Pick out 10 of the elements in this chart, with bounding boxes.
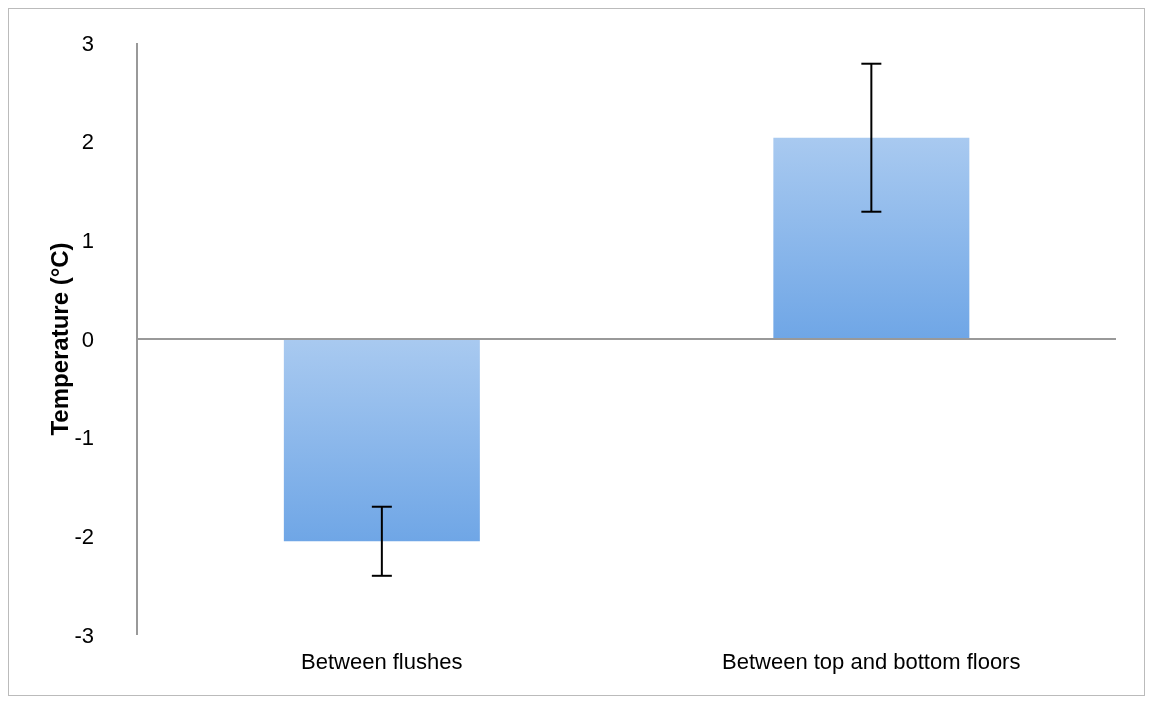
y-tick-label: -2 [74,524,94,550]
y-tick-label: -1 [74,425,94,451]
y-tick-label: 0 [81,326,94,352]
y-tick-label: 2 [81,129,94,155]
x-tick-label: Between top and bottom floors [722,648,1021,674]
y-tick-label: 1 [81,228,94,254]
x-tick-label: Between flushes [301,648,463,674]
y-tick-label: -3 [74,622,94,648]
y-tick-label: 3 [81,30,94,56]
y-axis-title: Temperature (°C) [45,242,73,436]
